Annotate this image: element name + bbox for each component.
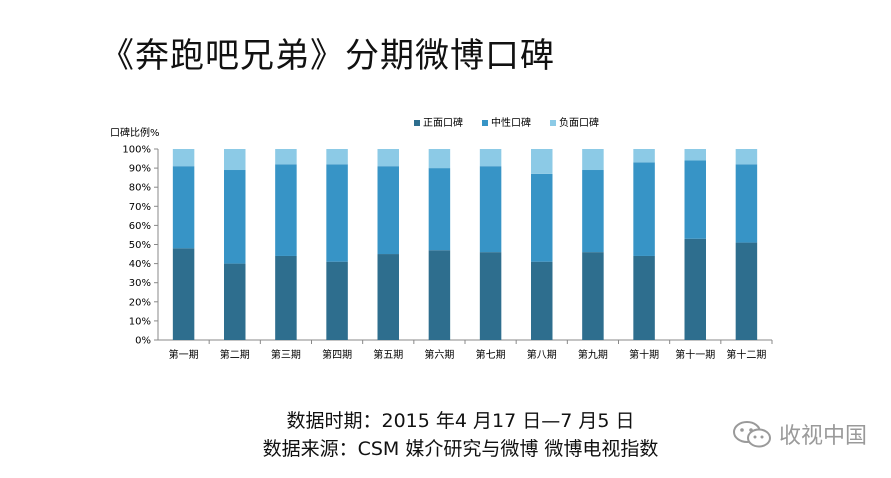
bar-segment-2 (326, 164, 348, 262)
y-tick-label: 80% (129, 183, 151, 194)
x-tick-label: 第四期 (322, 348, 352, 361)
bar-segment-3 (172, 149, 195, 167)
bar-segment-3 (428, 149, 451, 169)
bar-segment-2 (172, 166, 195, 249)
x-tick-label: 第三期 (271, 348, 301, 361)
data-source-text: 数据来源：CSM 媒介研究与微博 微博电视指数 (262, 438, 659, 460)
bar-segment-2 (684, 160, 706, 239)
bar-segment-1 (428, 250, 451, 340)
y-tick-label: 10% (129, 316, 151, 327)
bar-segment-2 (735, 164, 758, 243)
y-tick-label: 60% (129, 221, 151, 232)
bar-segment-1 (377, 254, 399, 340)
bar-segment-2 (428, 168, 451, 251)
x-tick-label: 第七期 (476, 348, 506, 361)
bar-segment-3 (684, 149, 706, 161)
y-tick-label: 50% (129, 240, 151, 251)
bar-segment-2 (275, 164, 297, 256)
bar-segment-2 (479, 166, 502, 253)
x-tick-label: 第八期 (527, 348, 557, 361)
y-tick-label: 0% (135, 336, 151, 347)
legend-label-2: 中性口碑 (491, 116, 531, 129)
x-tick-label: 第九期 (578, 348, 608, 361)
y-tick-label: 30% (129, 278, 151, 289)
bar-segment-1 (633, 255, 655, 340)
y-tick-label: 20% (129, 297, 151, 308)
bar-segment-1 (684, 238, 706, 340)
x-tick-label: 第二期 (220, 348, 250, 361)
wechat-icon (732, 421, 771, 448)
bar-segment-3 (224, 149, 246, 171)
bar-segment-2 (531, 173, 553, 262)
bar-segment-1 (224, 263, 246, 340)
legend-swatch-1 (414, 120, 420, 126)
bar-segment-3 (326, 149, 348, 165)
bar-segment-3 (531, 149, 553, 174)
x-tick-label: 第六期 (424, 348, 454, 361)
bar-segment-1 (479, 252, 502, 340)
bar-segment-3 (377, 149, 399, 167)
legend-swatch-2 (482, 120, 488, 126)
bar-segment-3 (582, 149, 604, 171)
bar-segment-1 (326, 261, 348, 340)
y-axis-label: 口碑比例% (110, 126, 160, 139)
bar-segment-2 (633, 162, 655, 256)
y-tick-label: 90% (129, 164, 151, 175)
bar-segment-3 (275, 149, 297, 165)
bar-segment-2 (582, 170, 604, 253)
watermark: 收视中国 (731, 418, 867, 450)
y-tick-label: 40% (129, 259, 151, 270)
x-tick-label: 第十期 (629, 348, 659, 361)
bar-segment-1 (735, 242, 758, 340)
bar-segment-3 (633, 149, 655, 163)
x-tick-label: 第十一期 (675, 348, 715, 361)
legend-label-3: 负面口碑 (559, 116, 599, 129)
bar-segment-2 (224, 170, 246, 264)
legend-label-1: 正面口碑 (423, 116, 463, 129)
bar-segment-1 (582, 252, 604, 340)
x-tick-label: 第十二期 (726, 348, 766, 361)
data-period-text: 数据时期：2015 年4 月17 日—7 月5 日 (286, 410, 635, 432)
x-tick-label: 第一期 (169, 348, 199, 361)
bar-segment-1 (531, 261, 553, 340)
legend-swatch-3 (550, 120, 556, 126)
bar-segment-1 (275, 255, 297, 340)
bar-segment-1 (172, 248, 195, 340)
watermark-text: 收视中国 (778, 424, 867, 449)
stacked-bar-chart: 口碑比例% 0% 10% 20% 30% 40% 50% 60% 70% 80% 90% 100% 第一… (110, 116, 773, 361)
y-tick-label: 70% (129, 202, 151, 213)
y-tick-label: 100% (122, 145, 151, 156)
bar-segment-3 (735, 149, 758, 165)
x-tick-label: 第五期 (373, 348, 403, 361)
page-title: 《奔跑吧兄弟》分期微博口碑 (100, 36, 555, 76)
bar-segment-3 (479, 149, 502, 167)
bar-segment-2 (377, 166, 399, 255)
